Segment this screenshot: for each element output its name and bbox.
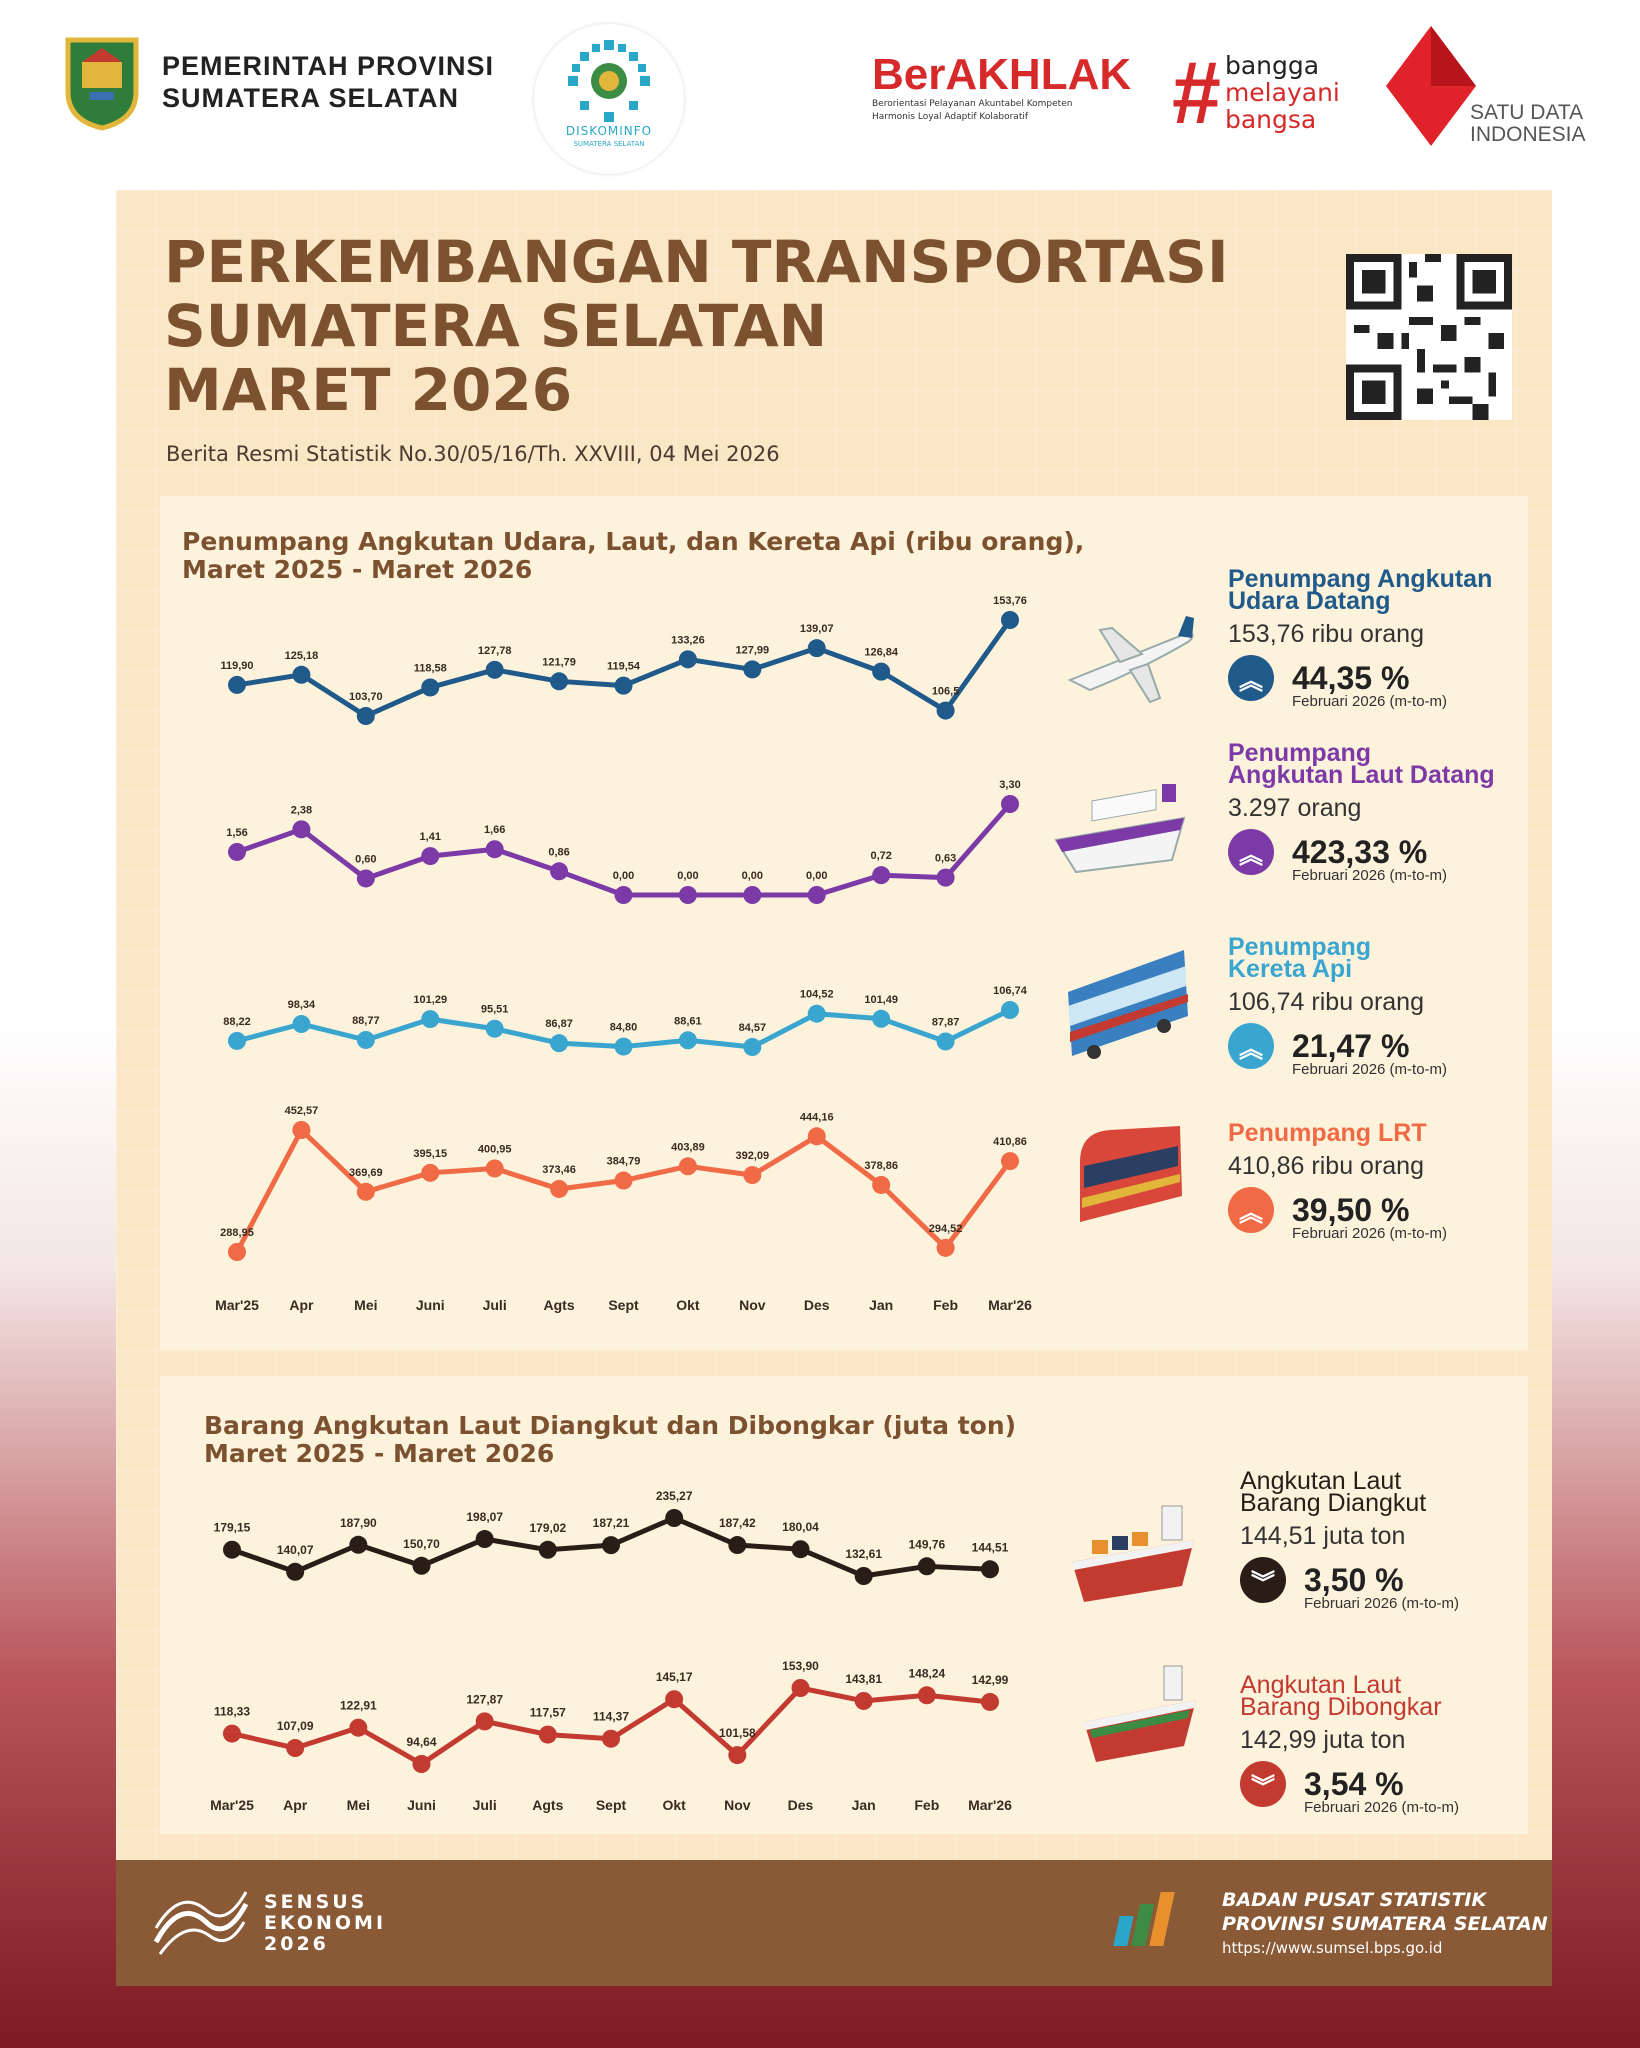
increase-arrow-icon: ︽ xyxy=(1228,1187,1274,1233)
cargo-ship-unloaded-icon xyxy=(1084,1665,1196,1762)
satu-data-icon xyxy=(1386,26,1476,146)
bangga-word3: bangsa xyxy=(1224,105,1317,134)
government-name-line1: PEMERINTAH PROVINSI xyxy=(162,51,495,81)
passenger-chart-title-line2: Maret 2025 - Maret 2026 xyxy=(182,555,533,584)
increase-arrow-icon: ︽ xyxy=(1228,655,1274,701)
province-emblem-icon xyxy=(65,37,139,131)
decrease-arrow-icon: ︾ xyxy=(1240,1761,1286,1807)
train-summary-note: Februari 2026 (m-to-m) xyxy=(1292,1061,1448,1078)
loaded-summary-note: Februari 2026 (m-to-m) xyxy=(1304,1595,1460,1612)
title-line2: SUMATERA SELATAN xyxy=(164,292,828,360)
sea-summary-name1: Penumpang xyxy=(1228,739,1372,767)
title-line1: PERKEMBANGAN TRANSPORTASI xyxy=(164,228,1229,296)
satu-data-indonesia-logo: SATU DATA INDONESIA xyxy=(1386,26,1586,150)
berakhlak-line2: Harmonis Loyal Adaptif Kolaboratif xyxy=(872,112,1029,122)
ship-icon xyxy=(1054,784,1186,874)
train-summary-percent: 21,47 % xyxy=(1292,1027,1410,1064)
government-block: PEMERINTAH PROVINSI SUMATERA SELATAN xyxy=(60,32,494,132)
increase-arrow-icon: ︽ xyxy=(1228,829,1274,875)
sensus-ekonomi-logo: SENSUS EKONOMI 2026 xyxy=(150,1888,386,1958)
unloaded-summary-percent: 3,54 % xyxy=(1304,1765,1404,1802)
sea-summary-percent: 423,33 % xyxy=(1292,833,1428,870)
lrt-summary-note: Februari 2026 (m-to-m) xyxy=(1292,1225,1448,1242)
goods-loaded-summary: Angkutan Laut Barang Diangkut 144,51 jut… xyxy=(1240,1467,1460,1612)
header: PEMERINTAH PROVINSI SUMATERA SELATAN DIS… xyxy=(0,0,1640,180)
sensus-line1: SENSUS xyxy=(264,1890,368,1913)
decrease-arrow-icon: ︾ xyxy=(1240,1557,1286,1603)
hashtag-icon: # xyxy=(1172,43,1221,142)
diskominfo-label: DISKOMINFO xyxy=(565,124,653,138)
train-summary-value: 106,74 ribu orang xyxy=(1228,988,1424,1016)
increase-arrow-icon: ︽ xyxy=(1228,1023,1274,1069)
diskominfo-sublabel: SUMATERA SELATAN xyxy=(573,140,645,148)
air-summary-value: 153,76 ribu orang xyxy=(1228,620,1424,648)
unloaded-summary-note: Februari 2026 (m-to-m) xyxy=(1304,1799,1460,1816)
air-summary-note: Februari 2026 (m-to-m) xyxy=(1292,693,1448,710)
goods-unloaded-summary: Angkutan Laut Barang Dibongkar 142,99 ju… xyxy=(1240,1671,1460,1816)
bangga-melayani-logo: # bangga melayani bangsa xyxy=(1172,43,1340,142)
title-line3: MARET 2026 xyxy=(164,356,573,424)
unloaded-summary-name2: Barang Dibongkar xyxy=(1240,1693,1442,1721)
bps-name-line1: BADAN PUSAT STATISTIK xyxy=(1222,1889,1487,1911)
bps-logo: BADAN PUSAT STATISTIK PROVINSI SUMATERA … xyxy=(1108,1886,1548,1962)
sea-summary-name2: Angkutan Laut Datang xyxy=(1228,761,1495,789)
train-passenger-summary: Penumpang Kereta Api 106,74 ribu orang ︽… xyxy=(1228,933,1448,1078)
bps-name-line2: PROVINSI SUMATERA SELATAN xyxy=(1222,1913,1548,1935)
sea-summary-value: 3.297 orang xyxy=(1228,794,1362,822)
air-summary-name2: Udara Datang xyxy=(1228,587,1391,615)
loaded-summary-value: 144,51 juta ton xyxy=(1240,1522,1406,1550)
loaded-summary-name1: Angkutan Laut xyxy=(1240,1467,1402,1495)
berakhlak-line1: Berorientasi Pelayanan Akuntabel Kompete… xyxy=(872,99,1073,109)
goods-chart-title-line2: Maret 2025 - Maret 2026 xyxy=(204,1439,555,1468)
lrt-summary-percent: 39,50 % xyxy=(1292,1191,1410,1228)
lrt-summary-name1: Penumpang LRT xyxy=(1228,1119,1427,1147)
berakhlak-title: BerAKHLAK xyxy=(872,50,1132,99)
train-icon xyxy=(1068,950,1188,1059)
sea-summary-note: Februari 2026 (m-to-m) xyxy=(1292,867,1448,884)
lrt-summary-value: 410,86 ribu orang xyxy=(1228,1152,1424,1180)
lrt-icon xyxy=(1080,1126,1182,1222)
bangga-word1: bangga xyxy=(1224,51,1320,80)
sensus-line3: 2026 xyxy=(264,1932,329,1955)
lrt-passenger-summary: Penumpang LRT 410,86 ribu orang ︽ 39,50 %… xyxy=(1228,1119,1448,1242)
train-summary-name1: Penumpang xyxy=(1228,933,1372,961)
footer xyxy=(116,1860,1552,1986)
sea-passenger-summary: Penumpang Angkutan Laut Datang 3.297 ora… xyxy=(1228,739,1495,884)
qr-code-icon[interactable] xyxy=(1346,254,1512,420)
air-summary-percent: 44,35 % xyxy=(1292,659,1410,696)
diskominfo-logo: DISKOMINFO SUMATERA SELATAN xyxy=(534,24,684,174)
bangga-word2: melayani xyxy=(1224,78,1340,107)
air-passenger-summary: Penumpang Angkutan Udara Datang 153,76 r… xyxy=(1228,565,1493,710)
bps-emblem-icon xyxy=(1113,1892,1175,1946)
government-name-line2: SUMATERA SELATAN xyxy=(162,83,459,113)
loaded-summary-percent: 3,50 % xyxy=(1304,1561,1404,1598)
sensus-emblem-icon xyxy=(153,1891,249,1955)
page-title: PERKEMBANGAN TRANSPORTASI SUMATERA SELAT… xyxy=(164,230,1229,422)
train-summary-name2: Kereta Api xyxy=(1228,955,1353,983)
satu-data-label: SATU DATA INDONESIA xyxy=(1470,101,1586,146)
page-subtitle: Berita Resmi Statistik No.30/05/16/Th. X… xyxy=(166,442,780,466)
airplane-icon xyxy=(1067,616,1194,704)
cargo-ship-loaded-icon xyxy=(1072,1505,1194,1602)
loaded-summary-name2: Barang Diangkut xyxy=(1240,1489,1427,1517)
passenger-chart-title-line1: Penumpang Angkutan Udara, Laut, dan Kere… xyxy=(182,527,1085,556)
sensus-line2: EKONOMI xyxy=(264,1911,387,1934)
bps-url-link[interactable]: https://www.sumsel.bps.go.id xyxy=(1222,1939,1443,1957)
unloaded-summary-name1: Angkutan Laut xyxy=(1240,1671,1402,1699)
goods-chart-title-line1: Barang Angkutan Laut Diangkut dan Dibong… xyxy=(204,1411,1017,1440)
diskominfo-emblem-icon xyxy=(568,40,650,122)
berakhlak-logo: BerAKHLAK Berorientasi Pelayanan Akuntab… xyxy=(872,52,1131,124)
air-summary-name1: Penumpang Angkutan xyxy=(1228,565,1493,593)
unloaded-summary-value: 142,99 juta ton xyxy=(1240,1726,1406,1754)
